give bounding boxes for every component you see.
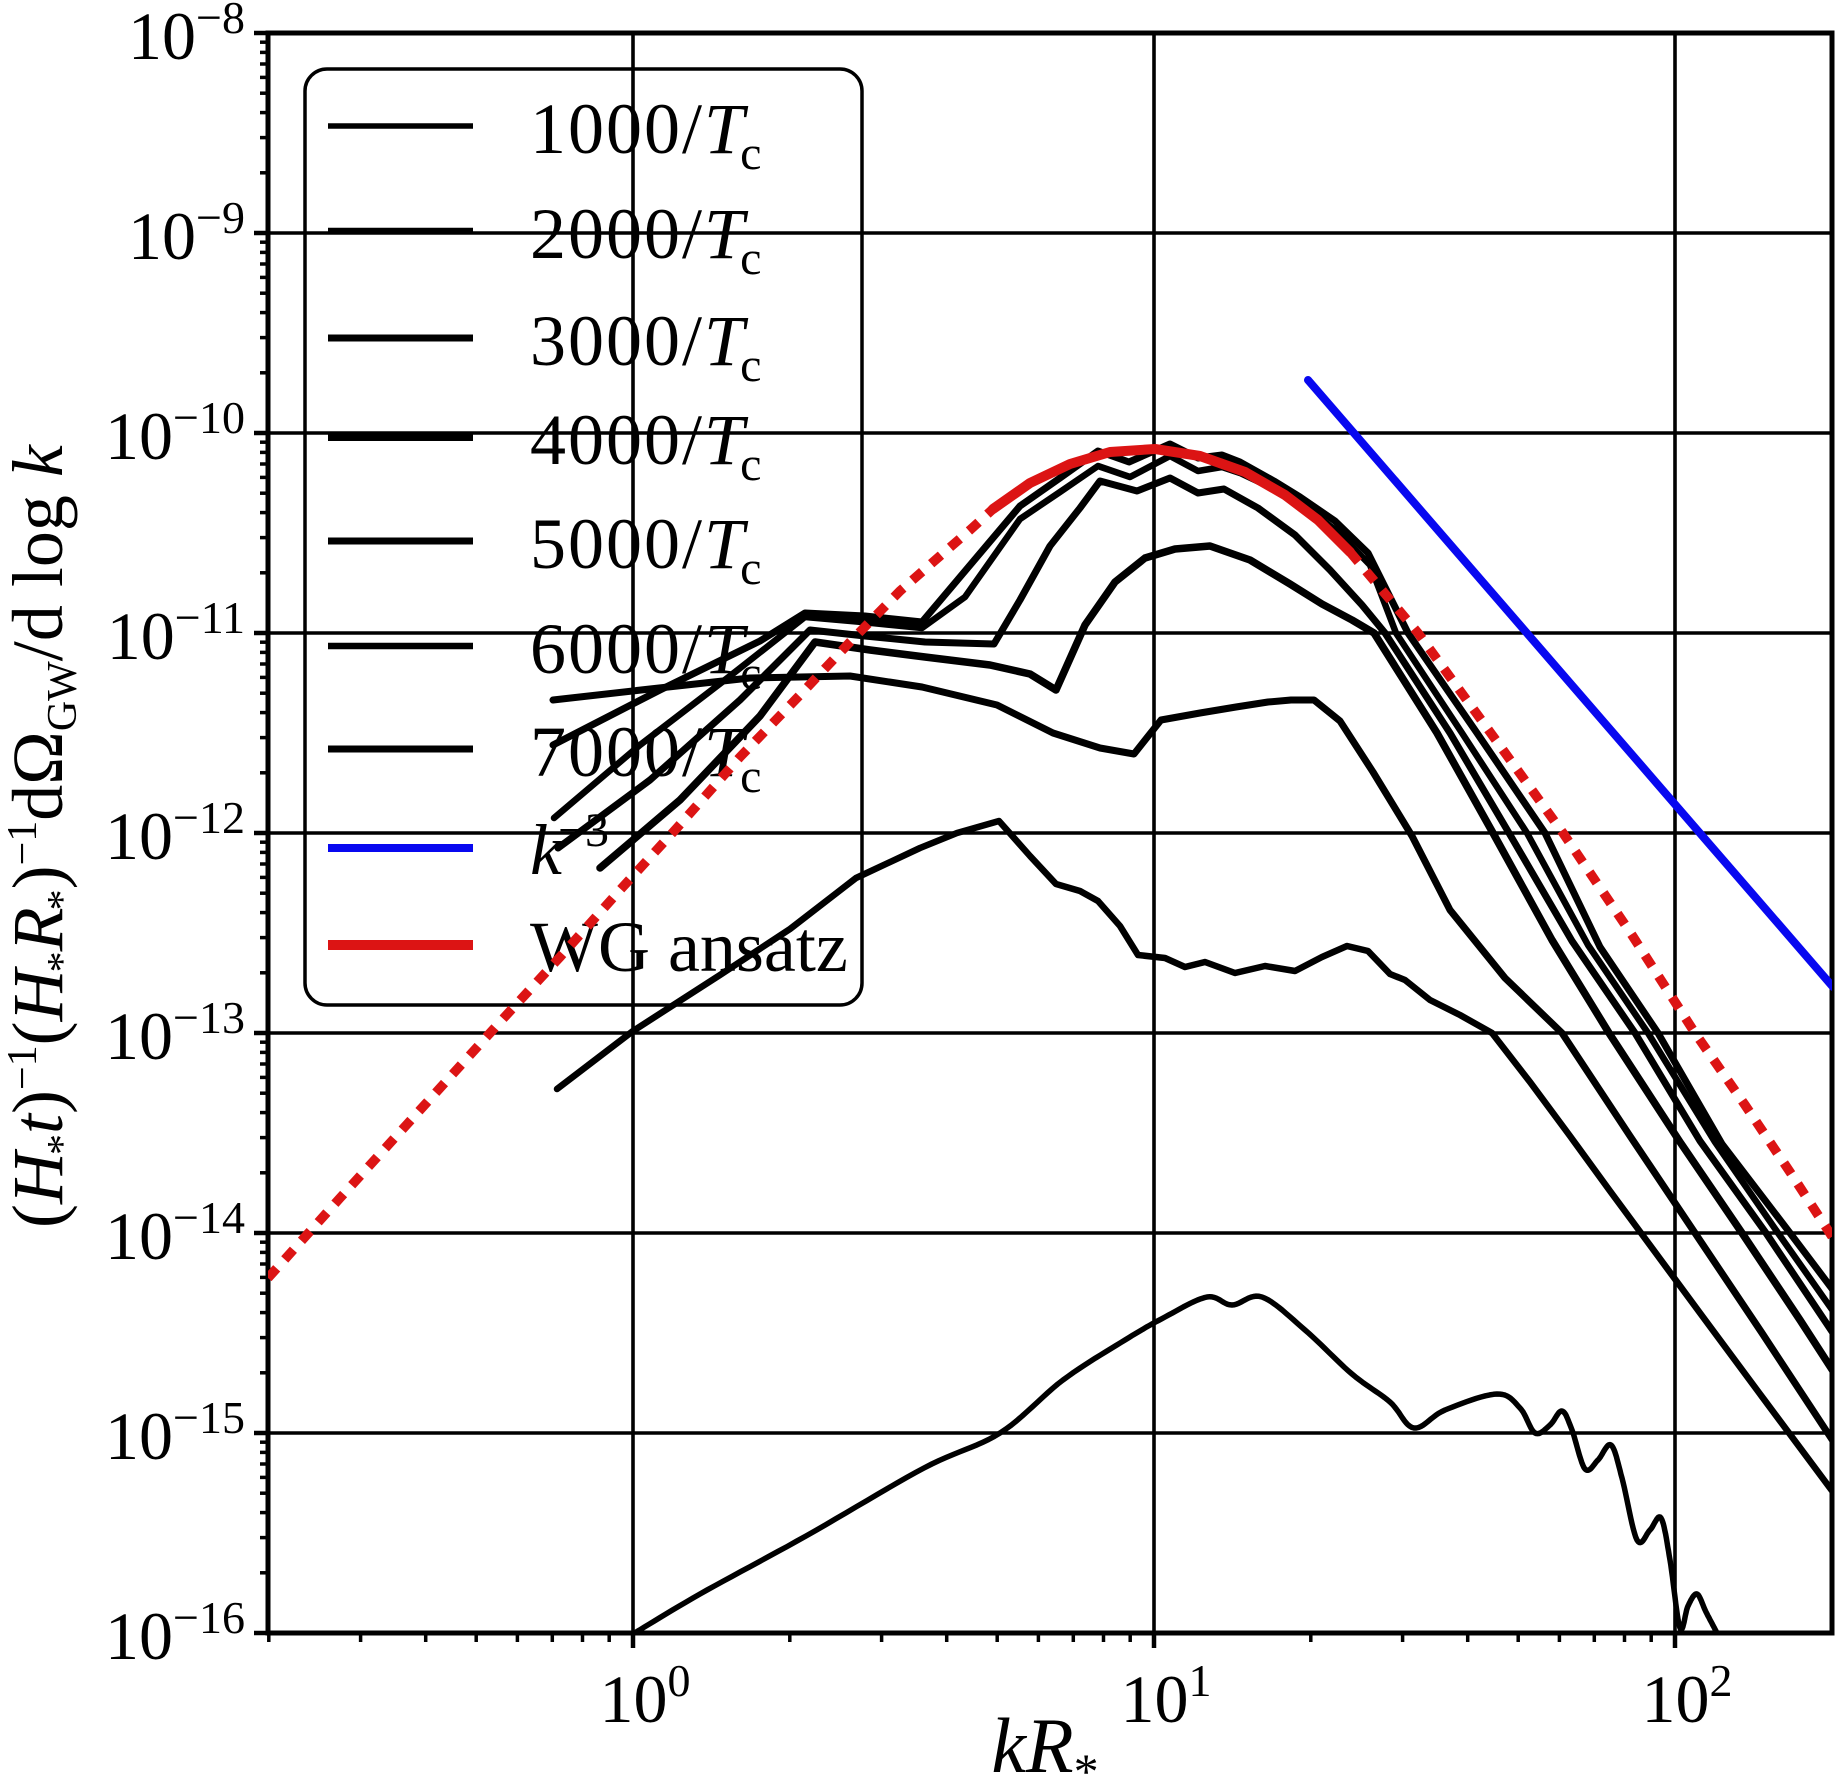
svg-text:kR*: kR* xyxy=(991,1702,1098,1779)
svg-text:1000/Tc: 1000/Tc xyxy=(530,89,763,180)
svg-text:10−16: 10−16 xyxy=(105,1592,245,1674)
svg-text:(H*t)−1(H*R*)−1dΩGW/d log k: (H*t)−1(H*R*)−1dΩGW/d log k xyxy=(0,443,86,1228)
svg-text:7000/Tc: 7000/Tc xyxy=(530,712,763,803)
svg-text:10−13: 10−13 xyxy=(105,992,245,1074)
svg-text:10−9: 10−9 xyxy=(128,192,245,274)
svg-text:4000/Tc: 4000/Tc xyxy=(530,400,763,491)
svg-text:5000/Tc: 5000/Tc xyxy=(530,504,763,595)
svg-text:WG ansatz: WG ansatz xyxy=(530,907,848,987)
svg-text:3000/Tc: 3000/Tc xyxy=(530,301,763,392)
svg-text:2000/Tc: 2000/Tc xyxy=(530,194,763,285)
svg-text:10−15: 10−15 xyxy=(105,1392,245,1474)
